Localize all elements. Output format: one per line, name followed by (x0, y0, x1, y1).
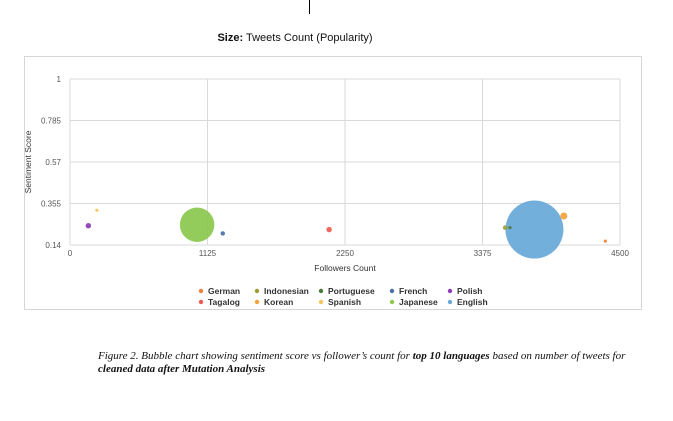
x-tick-label: 2250 (336, 249, 354, 258)
y-tick-label: 0.785 (41, 117, 62, 126)
legend-marker-japanese (389, 299, 395, 305)
bubble-polish (85, 222, 92, 229)
legend-marker-german (198, 288, 204, 294)
legend-marker-spanish (318, 299, 324, 305)
legend-label-spanish: Spanish (328, 297, 361, 307)
top-edge-mark (309, 0, 310, 14)
legend-label-tagalog: Tagalog (208, 297, 240, 307)
y-tick-label: 0.57 (45, 158, 61, 167)
x-tick-label: 3375 (474, 249, 492, 258)
y-tick-label: 0.355 (41, 200, 62, 209)
bubble-portuguese (508, 226, 512, 230)
figure-caption: Figure 2. Bubble chart showing sentiment… (98, 350, 638, 376)
bubble-french (220, 231, 226, 236)
size-encoding-note: Size: Tweets Count (Popularity) (0, 32, 590, 44)
size-note-text: Tweets Count (Popularity) (245, 32, 373, 44)
legend-marker-korean (254, 299, 260, 305)
legend-label-german: German (208, 286, 240, 296)
bubble-korean (560, 212, 568, 220)
legend-label-japanese: Japanese (399, 297, 438, 307)
legend-label-english: English (457, 297, 488, 307)
legend-label-korean: Korean (264, 297, 293, 307)
legend-marker-english (447, 299, 453, 305)
x-tick-label: 4500 (611, 249, 629, 258)
x-tick-label: 1125 (199, 249, 217, 258)
bubble-japanese (179, 207, 215, 242)
legend-marker-french (389, 288, 395, 294)
caption-part-2: based on number of tweets for (489, 350, 626, 362)
caption-bold-1: top 10 languages (412, 350, 490, 362)
bubble-english (505, 200, 564, 259)
bubble-spanish (95, 208, 99, 212)
x-axis-title: Followers Count (314, 263, 376, 273)
caption-bold-2: cleaned data after Mutation Analysis (98, 363, 266, 375)
caption-part-1: Figure 2. Bubble chart showing sentiment… (98, 350, 413, 362)
legend-label-polish: Polish (457, 286, 483, 296)
legend-marker-tagalog (198, 299, 204, 305)
chart-frame (24, 56, 642, 310)
legend-marker-indonesian (254, 288, 260, 294)
x-tick-label: 0 (68, 249, 73, 258)
y-tick-label: 0.14 (45, 241, 61, 250)
legend-label-french: French (399, 286, 427, 296)
bubble-indonesian (502, 225, 508, 230)
y-axis-title: Sentiment Score (23, 130, 33, 193)
bubble-tagalog (326, 226, 332, 233)
legend-label-indonesian: Indonesian (264, 286, 309, 296)
size-note-label: Size: (217, 32, 244, 44)
legend-marker-portuguese (318, 288, 324, 294)
legend-marker-polish (447, 288, 453, 294)
y-tick-label: 1 (57, 75, 62, 84)
bubble-german (603, 239, 607, 243)
legend-label-portuguese: Portuguese (328, 286, 375, 296)
